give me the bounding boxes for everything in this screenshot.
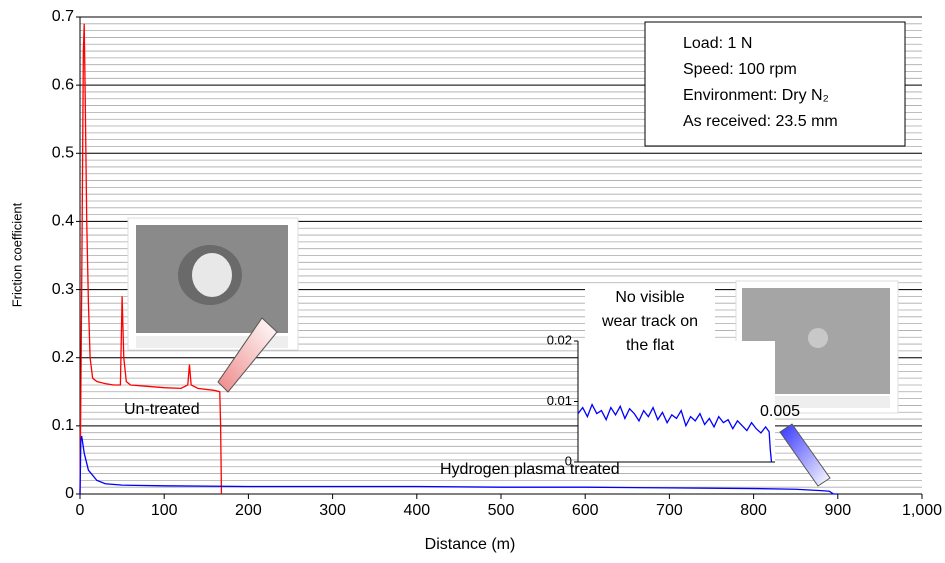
x-tick-label: 200 bbox=[235, 502, 262, 519]
callout-arrow bbox=[217, 317, 278, 393]
callout-arrow bbox=[779, 423, 831, 487]
x-tick-label: 600 bbox=[572, 502, 599, 519]
condition-line: Environment: Dry N₂ bbox=[683, 87, 829, 104]
inset-value: 0.005 bbox=[760, 403, 800, 420]
x-tick-label: 700 bbox=[656, 502, 683, 519]
condition-line: Load: 1 N bbox=[683, 35, 752, 52]
inset-plot: 0 0.01 0.02 No visible wear track on the flat… bbox=[547, 285, 800, 468]
x-tick-label: 400 bbox=[403, 502, 430, 519]
x-tick-label: 500 bbox=[488, 502, 515, 519]
x-axis-label: Distance (m) bbox=[425, 536, 516, 553]
y-tick-label: 0.3 bbox=[52, 281, 74, 298]
y-tick-label: 0.7 bbox=[52, 8, 74, 25]
x-tick-label: 800 bbox=[740, 502, 767, 519]
series-line bbox=[79, 23, 223, 495]
series-label: Hydrogen plasma treated bbox=[440, 461, 620, 478]
series-line bbox=[79, 435, 838, 495]
y-tick-label: 0.6 bbox=[52, 76, 74, 93]
condition-line: As received: 23.5 mm bbox=[683, 113, 838, 130]
y-tick-label: 0 bbox=[65, 485, 74, 502]
y-tick-label: 0.1 bbox=[52, 417, 74, 434]
wear-note: the flat bbox=[626, 337, 675, 354]
y-axis-label: Friction coefficient bbox=[9, 202, 24, 307]
y-tick-label: 0.4 bbox=[52, 213, 74, 230]
note-background bbox=[585, 285, 715, 357]
series-label: Un-treated bbox=[124, 401, 200, 418]
condition-line: Speed: 100 rpm bbox=[683, 61, 797, 78]
y-tick-label: 0.01 bbox=[547, 393, 572, 408]
y-tick-label: 0.02 bbox=[547, 332, 572, 347]
y-tick-label: 0.2 bbox=[52, 349, 74, 366]
x-tick-label: 1,000 bbox=[902, 502, 942, 519]
y-tick-label: 0 bbox=[565, 453, 572, 468]
x-tick-label: 0 bbox=[76, 502, 85, 519]
plot-background bbox=[578, 341, 775, 462]
x-tick-label: 100 bbox=[151, 502, 178, 519]
y-tick-label: 0.5 bbox=[52, 145, 74, 162]
x-tick-label: 300 bbox=[319, 502, 346, 519]
wear-note: No visible bbox=[615, 289, 684, 306]
series-line bbox=[577, 402, 773, 463]
x-tick-label: 900 bbox=[824, 502, 851, 519]
wear-note: wear track on bbox=[601, 313, 698, 330]
conditions-box bbox=[644, 21, 906, 147]
